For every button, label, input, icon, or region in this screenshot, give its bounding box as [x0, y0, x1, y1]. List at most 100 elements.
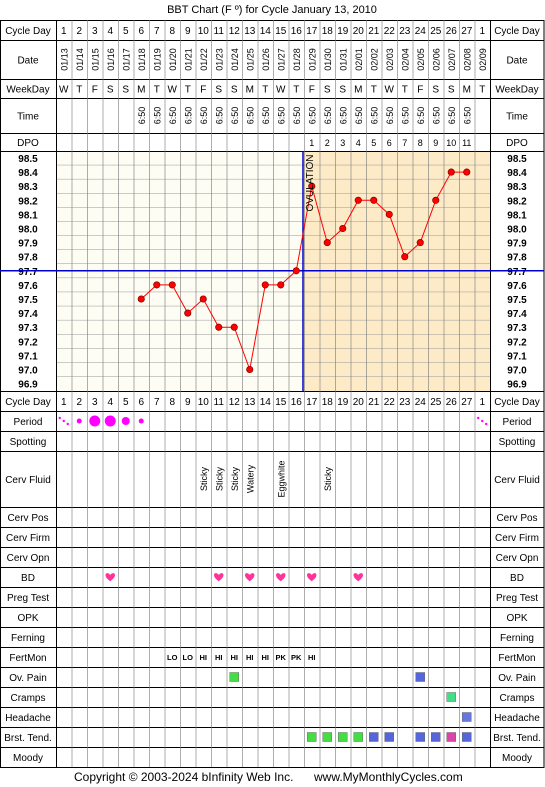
fertmon-reading: LO — [167, 653, 178, 662]
date-label: 01/21 — [183, 48, 193, 71]
dpo-number: 2 — [325, 138, 330, 148]
y-tick-right: 98.2 — [507, 196, 527, 207]
time-label: 6:50 — [416, 107, 426, 125]
cycle-day-number: 22 — [384, 26, 396, 37]
cycle-day-number: 20 — [353, 397, 365, 408]
cycle-day-number: 27 — [461, 397, 473, 408]
cycle-day-number: 13 — [244, 397, 256, 408]
weekday-letter: W — [385, 85, 395, 96]
row-label-left: Cerv Pos — [7, 513, 48, 524]
row-label-right: Headache — [494, 713, 540, 724]
dpo-number: 3 — [340, 138, 345, 148]
cycle-day-number: 17 — [306, 397, 318, 408]
dpo-number: 11 — [462, 138, 471, 148]
cycle-day-number: 12 — [229, 26, 241, 37]
cycle-day-number: 15 — [275, 397, 287, 408]
date-label: 01/23 — [214, 48, 224, 71]
row-label-left: Cerv Fluid — [5, 475, 51, 486]
row-label-right: Moody — [502, 753, 532, 764]
row-label-right: Period — [503, 417, 532, 428]
bd-heart-icon — [245, 573, 255, 582]
row-label-left: Headache — [5, 713, 51, 724]
temperature-point — [292, 267, 300, 275]
cycle-day-number: 13 — [244, 26, 256, 37]
dpo-number: 8 — [418, 138, 423, 148]
cerv-fluid-label: Sticky — [323, 467, 333, 492]
date-label: 01/17 — [121, 48, 131, 71]
time-label: 6:50 — [338, 107, 348, 125]
y-tick-left: 97.7 — [18, 267, 38, 278]
weekday-letter: T — [371, 85, 377, 96]
y-tick-left: 97.1 — [18, 351, 38, 362]
row-label-right: Spotting — [499, 437, 536, 448]
row-label-right: Cerv Opn — [496, 553, 539, 564]
period-spotting-mark — [481, 419, 484, 423]
row-label-left: OPK — [17, 613, 38, 624]
dpo-number: 5 — [371, 138, 376, 148]
time-label: 6:50 — [462, 107, 472, 125]
cycle-day-number: 6 — [138, 26, 144, 37]
bd-heart-icon — [307, 573, 317, 582]
y-tick-left: 97.6 — [18, 281, 38, 292]
y-tick-left: 97.0 — [18, 366, 38, 377]
row-label-left: Spotting — [10, 437, 47, 448]
row-label-right: Cerv Firm — [495, 533, 539, 544]
cerv-fluid-label: Sticky — [199, 467, 209, 492]
date-label: 01/18 — [137, 48, 147, 71]
ov-pain-mark — [229, 672, 239, 682]
period-spotting-mark — [62, 419, 65, 423]
weekday-letter: T — [293, 85, 299, 96]
grid-layer — [0, 20, 545, 768]
cycle-day-number: 8 — [169, 26, 175, 37]
cerv-fluid-label: Sticky — [214, 467, 224, 492]
fertmon-reading: HI — [215, 653, 223, 662]
time-label: 6:50 — [447, 107, 457, 125]
cycle-day-number: 1 — [61, 26, 67, 37]
cerv-fluid-label: Eggwhite — [276, 460, 286, 497]
row-label-left: Brst. Tend. — [4, 733, 52, 744]
date-label: 01/22 — [199, 48, 209, 71]
temperature-point — [432, 196, 440, 204]
row-label-left: Cycle Day — [5, 26, 51, 37]
breast-tenderness-mark — [384, 732, 394, 742]
cycle-day-number: 5 — [123, 397, 129, 408]
cycle-day-number: 25 — [430, 397, 442, 408]
row-label-left: Time — [17, 112, 39, 123]
cycle-day-number: 9 — [185, 26, 191, 37]
time-label: 6:50 — [183, 107, 193, 125]
breast-tenderness-mark — [322, 732, 332, 742]
time-label: 6:50 — [199, 107, 209, 125]
temperature-point — [230, 323, 238, 331]
date-label: 02/02 — [369, 48, 379, 71]
date-label: 02/07 — [447, 48, 457, 71]
row-label-right: Cycle Day — [494, 26, 540, 37]
date-label: 01/14 — [75, 48, 85, 71]
cycle-day-number: 19 — [337, 397, 349, 408]
weekday-letter: S — [215, 85, 222, 96]
temperature-point — [354, 196, 362, 204]
period-spotting-mark — [477, 416, 480, 420]
time-label: 6:50 — [369, 107, 379, 125]
bd-heart-icon — [105, 573, 115, 582]
breast-tenderness-mark — [307, 732, 317, 742]
row-label-left: FertMon — [9, 653, 46, 664]
row-label-left: Cerv Opn — [7, 553, 50, 564]
bd-heart-icon — [353, 573, 363, 582]
date-label: 01/15 — [90, 48, 100, 71]
table-border — [0, 20, 545, 768]
y-tick-right: 97.2 — [507, 337, 527, 348]
date-label: 02/04 — [400, 48, 410, 71]
row-label-left: Date — [17, 56, 39, 67]
bd-heart-icon — [214, 573, 224, 582]
weekday-letter: M — [137, 85, 145, 96]
time-label: 6:50 — [323, 107, 333, 125]
temperature-point — [323, 239, 331, 247]
cerv-fluid-label: Watery — [245, 464, 255, 493]
cycle-day-number: 1 — [61, 397, 67, 408]
date-label: 01/31 — [338, 48, 348, 71]
row-label-right: Cerv Fluid — [494, 475, 540, 486]
weekday-letter: F — [92, 85, 98, 96]
y-tick-right: 96.9 — [507, 380, 527, 391]
date-label: 01/26 — [261, 48, 271, 71]
y-tick-right: 97.9 — [507, 239, 527, 250]
